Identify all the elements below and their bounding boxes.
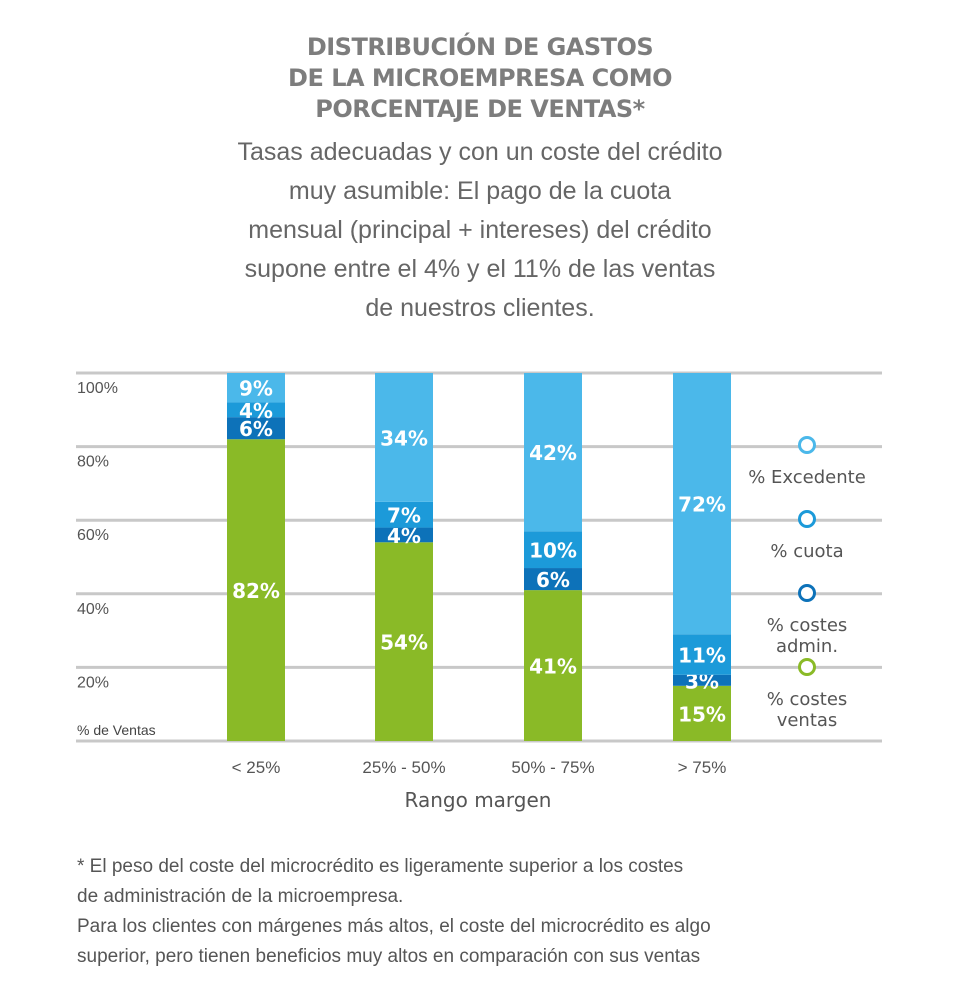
x-tick-label: 25% - 50% — [362, 758, 445, 777]
legend-label: ventas — [777, 710, 838, 731]
y-tick-label: 40% — [77, 601, 109, 618]
data-label: 72% — [678, 493, 726, 517]
y-tick-label: 80% — [77, 454, 109, 471]
bar-segment — [227, 439, 285, 741]
legend-marker — [798, 658, 816, 676]
data-label: 7% — [387, 504, 421, 528]
data-label: 11% — [678, 644, 726, 668]
data-label: 10% — [529, 539, 577, 563]
footnote-line: de administración de la microempresa. — [77, 886, 404, 907]
data-label: 6% — [536, 568, 570, 592]
footnote-line: Para los clientes con márgenes más altos… — [77, 916, 711, 937]
data-label: 34% — [380, 426, 428, 450]
bar-segment — [524, 531, 582, 569]
bar-segment — [375, 527, 433, 543]
footnote: * El peso del coste del microcrédito es … — [77, 852, 937, 972]
data-label: 4% — [239, 399, 273, 423]
bar-segment — [227, 417, 285, 440]
legend-label: % costes — [767, 615, 848, 636]
bar-segment — [673, 373, 731, 635]
data-label: 9% — [239, 377, 273, 401]
bar-segment — [524, 590, 582, 741]
data-label: 42% — [529, 441, 577, 465]
legend-marker — [798, 510, 816, 528]
bar-segment — [524, 568, 582, 591]
x-tick-label: > 75% — [678, 758, 727, 777]
legend-label: admin. — [776, 636, 838, 657]
legend-marker — [798, 436, 816, 454]
title-line: DISTRIBUCIÓN DE GASTOS — [306, 33, 654, 61]
subtitle-line: muy asumible: El pago de la cuota — [288, 177, 672, 205]
y-tick-label: 20% — [77, 674, 109, 691]
y-tick-label: 100% — [77, 380, 118, 397]
footnote-line: superior, pero tienen beneficios muy alt… — [77, 946, 701, 967]
chart-subtitle: Tasas adecuadas y con un coste del crédi… — [200, 133, 760, 328]
data-label: 54% — [380, 631, 428, 655]
title-line: PORCENTAJE DE VENTAS* — [315, 95, 645, 123]
chart-title: DISTRIBUCIÓN DE GASTOS DE LA MICROEMPRES… — [0, 32, 960, 125]
subtitle-line: supone entre el 4% y el 11% de las venta… — [244, 255, 716, 283]
bar-segment — [375, 373, 433, 502]
subtitle-line: de nuestros clientes. — [365, 294, 595, 322]
subtitle-line: Tasas adecuadas y con un coste del crédi… — [237, 138, 723, 166]
title-line: DE LA MICROEMPRESA COMO — [288, 64, 672, 92]
data-label: 41% — [529, 655, 577, 679]
y-tick-label: 60% — [77, 527, 109, 544]
bar-segment — [375, 501, 433, 528]
data-label: 82% — [232, 579, 280, 603]
bar-segment — [673, 674, 731, 686]
x-tick-label: < 25% — [232, 758, 281, 777]
bar-segment — [227, 373, 285, 403]
legend-label: % costes — [767, 689, 848, 710]
bar-segment — [673, 685, 731, 741]
data-label: 15% — [678, 702, 726, 726]
y-axis-label: % de Ventas — [77, 722, 156, 738]
x-tick-label: 50% - 75% — [511, 758, 594, 777]
x-axis-label: Rango margen — [405, 788, 552, 812]
data-label: 6% — [239, 417, 273, 441]
bar-segment — [227, 402, 285, 418]
data-label: 4% — [387, 524, 421, 548]
footnote-line: * El peso del coste del microcrédito es … — [77, 856, 684, 877]
legend-label: % cuota — [770, 541, 843, 562]
subtitle-line: mensual (principal + intereses) del créd… — [248, 216, 712, 244]
bar-segment — [375, 542, 433, 741]
bar-segment — [673, 634, 731, 675]
legend-label: % Excedente — [748, 467, 866, 488]
bar-segment — [524, 373, 582, 532]
legend-marker — [798, 584, 816, 602]
